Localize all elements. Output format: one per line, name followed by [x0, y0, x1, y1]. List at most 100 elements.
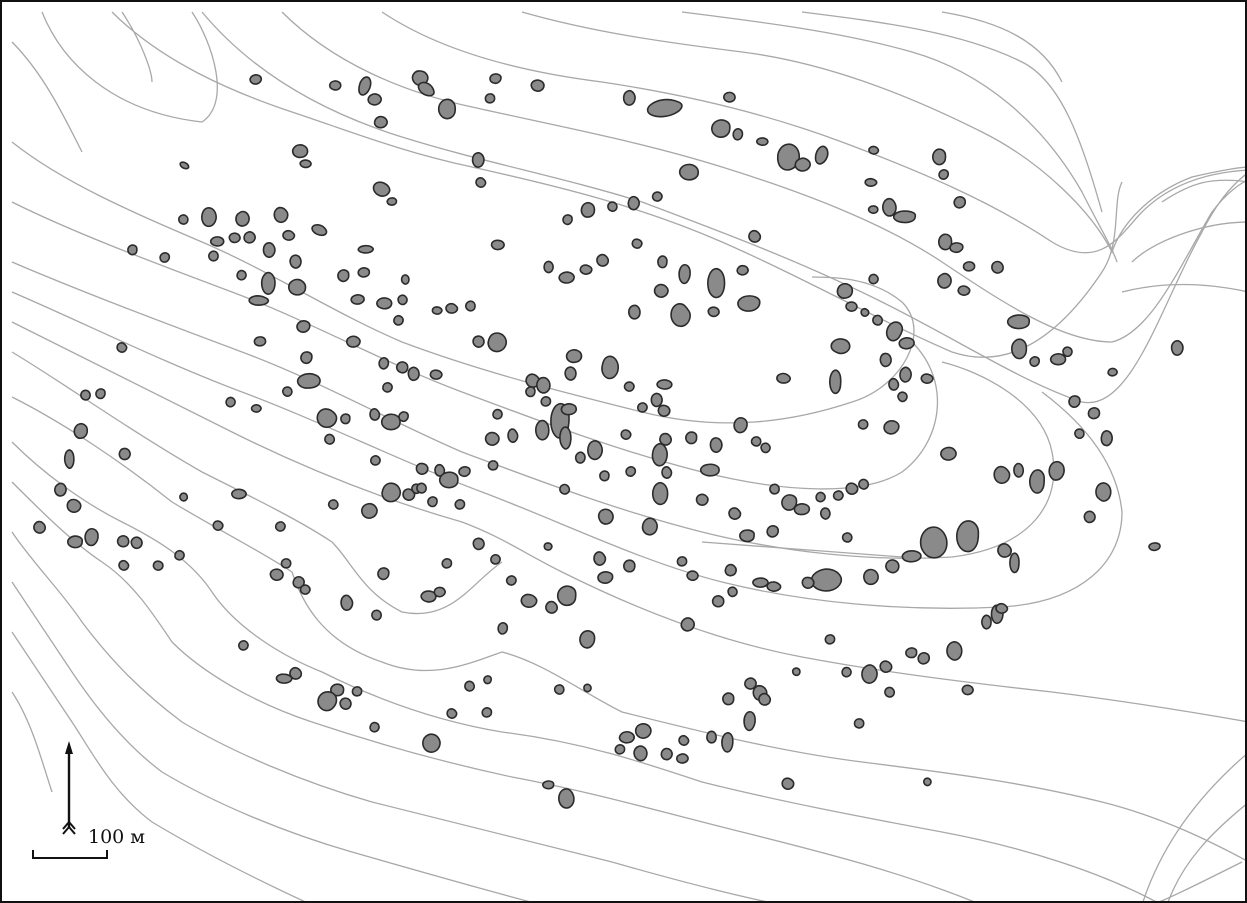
contour-line [11, 531, 767, 901]
site-feature [289, 254, 302, 269]
site-feature [722, 692, 735, 706]
site-feature [564, 366, 577, 381]
site-feature [680, 617, 695, 632]
site-feature [558, 271, 575, 284]
site-feature [250, 403, 262, 413]
site-feature [618, 730, 636, 744]
site-feature [269, 568, 284, 582]
site-feature [579, 264, 593, 275]
contour-line [381, 11, 1245, 254]
site-feature [892, 210, 917, 224]
site-feature [159, 252, 171, 263]
site-feature [580, 201, 596, 218]
site-feature [1087, 407, 1101, 420]
site-feature [841, 532, 853, 543]
site-feature [1010, 338, 1028, 360]
site-feature [177, 214, 189, 225]
site-feature [829, 369, 842, 395]
site-feature [1006, 314, 1031, 330]
site-feature [678, 163, 700, 181]
site-features [33, 70, 1184, 809]
site-feature [920, 373, 934, 384]
site-feature [393, 314, 404, 326]
site-feature [707, 306, 720, 318]
site-feature [454, 499, 466, 510]
site-feature [317, 690, 338, 712]
site-feature [118, 559, 130, 571]
site-feature [248, 295, 270, 306]
site-feature [651, 191, 663, 202]
site-feature [815, 491, 826, 503]
site-feature [282, 229, 296, 241]
site-feature [1083, 510, 1096, 524]
site-feature [651, 481, 669, 506]
site-feature [733, 416, 748, 434]
contour-line [681, 11, 1118, 263]
site-feature [736, 264, 749, 276]
site-feature [212, 520, 224, 531]
site-feature [328, 80, 342, 91]
site-feature [760, 442, 771, 454]
site-feature [721, 732, 734, 753]
site-feature [291, 144, 309, 159]
contour-line [1121, 283, 1245, 293]
site-feature [200, 206, 217, 228]
site-feature [63, 449, 75, 470]
contour-line [11, 441, 1156, 901]
site-feature [273, 206, 289, 224]
site-feature [937, 272, 952, 289]
site-feature [656, 379, 673, 390]
site-feature [540, 396, 552, 407]
site-feature [801, 576, 815, 589]
contour-line [11, 261, 1055, 559]
site-feature [438, 471, 459, 489]
site-feature [946, 641, 963, 661]
site-feature [932, 148, 947, 166]
site-feature [118, 447, 131, 461]
site-feature [864, 177, 878, 187]
site-feature [300, 351, 313, 365]
site-feature [961, 684, 974, 696]
site-feature [607, 201, 618, 213]
site-feature [636, 402, 648, 413]
site-feature [995, 602, 1009, 614]
site-feature [898, 337, 915, 350]
site-feature [819, 507, 831, 520]
site-feature [574, 451, 586, 464]
site-feature [369, 454, 381, 466]
site-feature [657, 255, 668, 269]
site-feature [73, 422, 89, 440]
site-feature [862, 568, 879, 586]
site-feature [481, 707, 493, 718]
site-feature [596, 253, 610, 267]
site-feature [769, 483, 780, 495]
site-feature [699, 463, 720, 477]
site-feature [490, 239, 505, 251]
site-feature [446, 708, 458, 719]
contour-line [941, 11, 1063, 83]
site-feature [758, 692, 772, 706]
site-feature [955, 520, 980, 553]
site-feature [1095, 482, 1112, 502]
site-feature [253, 336, 267, 347]
site-feature [623, 559, 636, 573]
site-feature [464, 680, 476, 692]
contour-line [11, 481, 974, 901]
site-feature [707, 267, 726, 299]
contour-line [11, 581, 530, 901]
site-feature [339, 697, 352, 710]
site-feature [530, 79, 545, 92]
site-feature [922, 777, 932, 787]
site-feature [507, 428, 519, 443]
site-feature [249, 74, 263, 85]
site-feature [407, 366, 420, 382]
site-feature [340, 413, 351, 425]
site-feature [416, 482, 427, 494]
site-feature [543, 260, 554, 274]
site-feature [350, 294, 365, 305]
site-feature [562, 214, 573, 226]
site-feature [559, 483, 571, 495]
site-feature [601, 355, 620, 380]
site-feature [489, 73, 502, 85]
